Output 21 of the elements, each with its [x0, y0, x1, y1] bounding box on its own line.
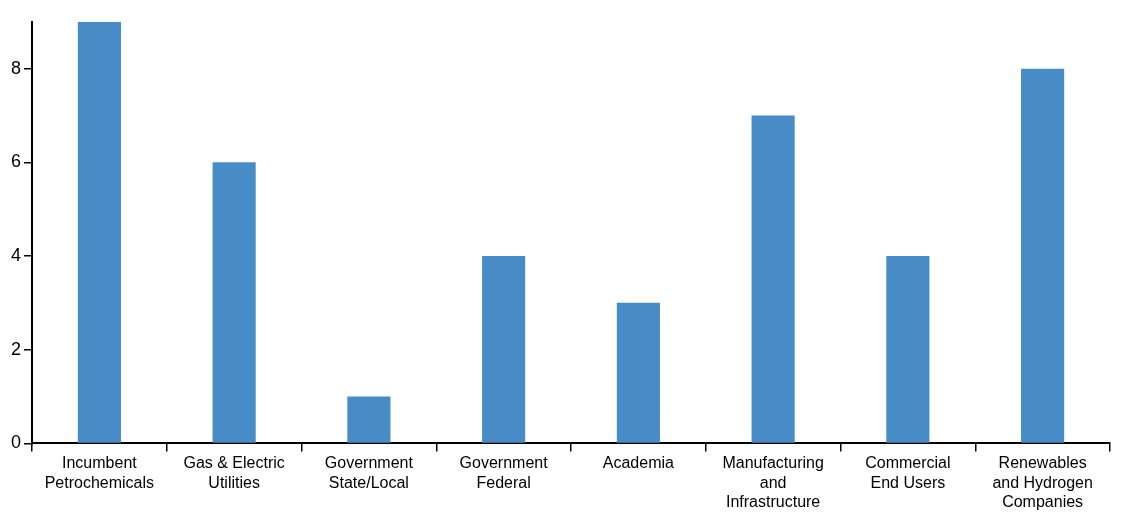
- y-tick-label: 4: [11, 244, 22, 265]
- bar: [347, 396, 391, 443]
- bar: [616, 302, 660, 443]
- bar: [77, 21, 121, 443]
- x-tick-label: Government Federal: [459, 454, 549, 491]
- y-tick-label: 6: [11, 151, 22, 172]
- x-tick-label: Government State/Local: [324, 454, 414, 491]
- x-tick-label: Manufacturing and Infrastructure: [722, 454, 824, 510]
- bar: [751, 115, 795, 443]
- bar: [1021, 68, 1065, 443]
- y-tick-label: 0: [11, 432, 22, 453]
- x-tick-label: Renewables and Hydrogen Companies: [992, 454, 1093, 510]
- x-tick-label: Incumbent Petrochemicals: [44, 454, 155, 491]
- x-tick-label: Gas & Electric Utilities: [183, 454, 285, 491]
- bar: [482, 256, 526, 443]
- bar: [886, 256, 930, 443]
- x-tick-label: Commercial End Users: [865, 454, 951, 491]
- bar: [212, 162, 256, 443]
- y-tick-label: 2: [11, 338, 22, 359]
- y-tick-label: 8: [11, 57, 22, 78]
- x-tick-label: Academia: [602, 454, 675, 472]
